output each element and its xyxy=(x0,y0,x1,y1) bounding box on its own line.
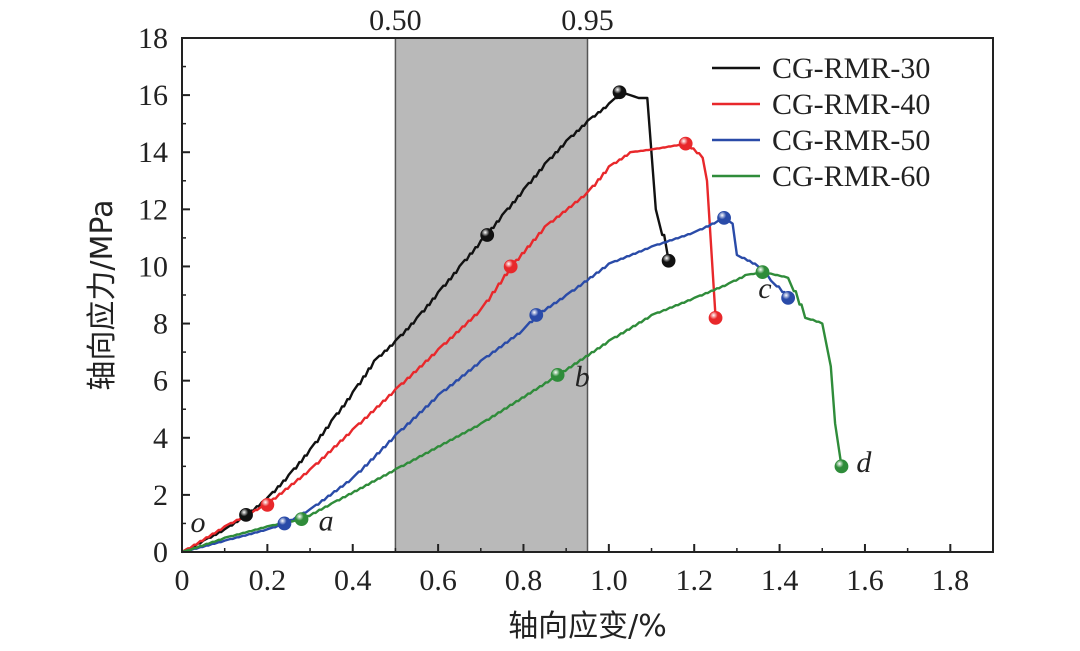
legend: CG-RMR-30 CG-RMR-40 CG-RMR-50 CG-RMR-60 xyxy=(712,52,930,193)
series-line-cg-rmr-30 xyxy=(181,91,670,554)
point-label-b: b xyxy=(575,360,590,393)
marker-layer xyxy=(239,85,849,531)
x-tick-label: 0.6 xyxy=(419,564,457,597)
marker-cg-rmr-40-4 xyxy=(260,497,275,512)
x-tick-label: 1.0 xyxy=(590,564,628,597)
y-tick-label: 14 xyxy=(138,136,168,169)
series-line-cg-rmr-60 xyxy=(181,271,843,554)
y-tick-label: 16 xyxy=(138,79,168,112)
y-tick-label: 10 xyxy=(138,250,168,283)
marker-cg-rmr-40-7 xyxy=(708,310,723,325)
legend-label-cg-rmr-30: CG-RMR-30 xyxy=(772,52,930,85)
x-tick-label: 0.2 xyxy=(249,564,287,597)
marker-cg-rmr-60-15 xyxy=(834,459,849,474)
x-axis-title: 轴向应变/% xyxy=(508,609,667,644)
x-tick-label: 1.4 xyxy=(761,564,799,597)
tick-layer: 0 0.2 0.4 0.6 0.8 1.0 1.2 1.4 1.6 1.8 0 2 4 6 8 10 12 14 1… xyxy=(138,22,969,597)
marker-cg-rmr-40-6 xyxy=(678,136,693,151)
marker-cg-rmr-60-12 xyxy=(294,512,309,527)
band-label-start: 0.50 xyxy=(369,4,422,37)
marker-cg-rmr-40-5 xyxy=(503,259,518,274)
y-axis-title: 轴向应力/MPa xyxy=(85,199,120,390)
band-label-end: 0.95 xyxy=(561,4,614,37)
x-tick-label: 0.4 xyxy=(334,564,372,597)
marker-cg-rmr-50-8 xyxy=(277,516,292,531)
marker-cg-rmr-30-0 xyxy=(239,507,253,522)
x-tick-label: 1.2 xyxy=(675,564,713,597)
legend-label-cg-rmr-50: CG-RMR-50 xyxy=(772,124,930,157)
series-line-cg-rmr-40 xyxy=(181,142,717,554)
point-label-c: c xyxy=(758,272,771,305)
y-tick-label: 12 xyxy=(138,193,168,226)
marker-cg-rmr-30-3 xyxy=(661,253,676,268)
x-tick-label: 0.8 xyxy=(505,564,543,597)
marker-cg-rmr-30-2 xyxy=(612,85,627,100)
legend-label-cg-rmr-60: CG-RMR-60 xyxy=(772,160,930,193)
point-label-o: o xyxy=(191,506,206,539)
marker-cg-rmr-60-13 xyxy=(550,368,565,382)
marker-cg-rmr-50-10 xyxy=(717,210,731,225)
point-label-a: a xyxy=(319,505,334,538)
marker-cg-rmr-50-9 xyxy=(529,308,544,322)
marker-cg-rmr-30-1 xyxy=(480,228,495,242)
y-tick-label: 6 xyxy=(153,365,168,398)
marker-cg-rmr-50-11 xyxy=(781,290,796,305)
y-tick-label: 8 xyxy=(153,308,168,341)
x-tick-label: 0 xyxy=(175,564,190,597)
x-tick-label: 1.6 xyxy=(846,564,884,597)
legend-label-cg-rmr-40: CG-RMR-40 xyxy=(772,88,930,121)
point-label-d: d xyxy=(856,446,872,479)
x-tick-label: 1.8 xyxy=(932,564,970,597)
y-tick-label: 0 xyxy=(153,536,168,569)
y-tick-label: 4 xyxy=(153,422,168,455)
y-tick-label: 2 xyxy=(153,479,168,512)
y-tick-label: 18 xyxy=(138,22,168,55)
marker-cg-rmr-60-14 xyxy=(755,265,770,280)
